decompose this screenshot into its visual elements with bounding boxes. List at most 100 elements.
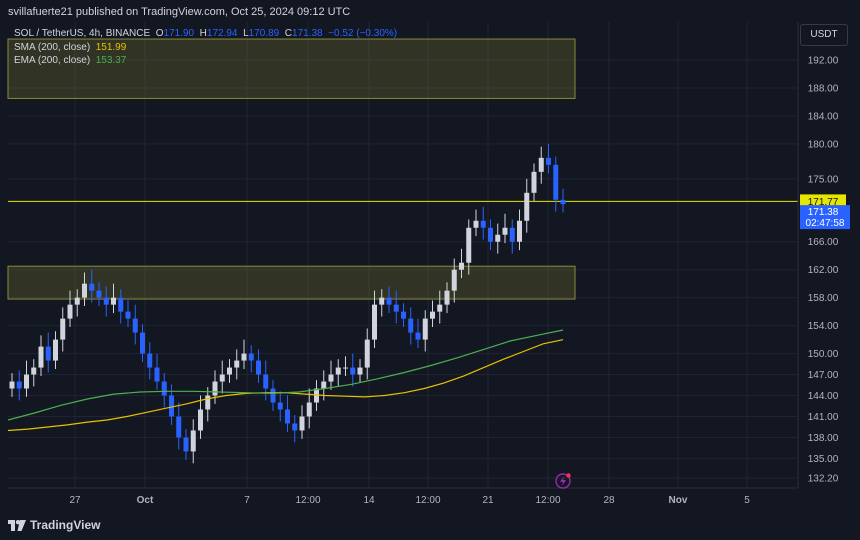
y-tick-5: 166.00 — [808, 237, 839, 248]
y-tick-0: 192.00 — [808, 56, 839, 67]
candle-body-30 — [227, 367, 232, 375]
candle-body-25 — [190, 430, 196, 452]
candle-body-56 — [415, 332, 421, 340]
candle-body-73 — [538, 157, 544, 172]
candle-body-55 — [408, 318, 414, 333]
symbol-label: SOL / TetherUS, 4h, BINANCE — [14, 28, 151, 39]
y-tick-7: 158.00 — [808, 293, 839, 304]
candle-body-10 — [82, 283, 87, 298]
tradingview-logo: TradingView — [8, 518, 100, 532]
tradingview-logo-icon — [8, 519, 26, 531]
candle-body-49 — [364, 339, 370, 368]
lightning-icon[interactable] — [555, 473, 571, 489]
candle-body-9 — [74, 297, 80, 305]
candle-body-38 — [285, 409, 290, 424]
candle-body-68 — [502, 227, 508, 235]
candle-body-40 — [299, 416, 305, 431]
candle-body-59 — [437, 304, 443, 312]
candle-body-54 — [401, 311, 406, 319]
high-value: 172.94 — [206, 28, 238, 39]
candle-body-16 — [125, 311, 131, 319]
close-value: 171.38 — [292, 28, 323, 39]
y-tick-10: 147.00 — [808, 370, 839, 381]
y-tick-15: 132.20 — [808, 474, 839, 485]
y-tick-11: 144.00 — [808, 391, 839, 402]
candle-body-7 — [60, 318, 66, 340]
change-value: −0.52 (−0.30%) — [328, 28, 398, 39]
ohlc-legend: SOL / TetherUS, 4h, BINANCE O171.90 H172… — [14, 28, 397, 39]
candle-body-32 — [241, 353, 247, 361]
x-tick-1: Oct — [137, 495, 154, 506]
candle-body-51 — [379, 297, 385, 305]
x-tick-6: 21 — [482, 495, 494, 506]
close-label: C — [284, 28, 293, 39]
candle-body-23 — [176, 416, 182, 438]
candle-body-15 — [118, 297, 124, 312]
x-tick-8: 28 — [603, 495, 615, 506]
candle-body-2 — [24, 374, 29, 389]
candle-body-11 — [89, 283, 95, 291]
x-tick-7: 12:00 — [535, 495, 560, 506]
candle-body-45 — [335, 367, 341, 375]
candle-body-36 — [270, 388, 276, 403]
candle-body-26 — [198, 409, 203, 431]
open-value: 171.90 — [163, 28, 195, 39]
ema-legend[interactable]: EMA (200, close) 153.37 — [14, 55, 126, 66]
currency-button[interactable]: USDT — [800, 24, 848, 46]
candle-body-48 — [357, 367, 363, 375]
sma-legend[interactable]: SMA (200, close) 151.99 — [14, 42, 126, 53]
low-value: 170.89 — [248, 28, 280, 39]
candle-body-6 — [53, 339, 58, 361]
candle-body-19 — [147, 353, 153, 368]
last-price-tag — [800, 205, 850, 230]
y-tick-14: 135.00 — [808, 454, 839, 465]
candle-body-0 — [9, 381, 15, 389]
candle-body-8 — [67, 304, 73, 319]
x-tick-2: 7 — [244, 495, 250, 506]
x-tick-3: 12:00 — [295, 495, 320, 506]
candle-body-12 — [96, 290, 102, 298]
candle-body-13 — [103, 297, 109, 305]
candle-body-20 — [154, 367, 160, 382]
candle-body-31 — [234, 360, 240, 368]
brand-name: TradingView — [30, 518, 101, 532]
candle-body-43 — [321, 381, 327, 389]
sma-label: SMA (200, close) — [14, 42, 91, 53]
candle-body-64 — [473, 220, 479, 228]
candle-body-24 — [183, 437, 189, 452]
candle-body-46 — [343, 367, 348, 369]
candle-body-61 — [451, 269, 457, 291]
candle-body-69 — [509, 227, 515, 242]
y-tick-9: 150.00 — [808, 349, 839, 360]
open-label: O — [155, 28, 164, 39]
candle-body-28 — [212, 381, 218, 396]
last-price-text: 171.38 — [808, 207, 839, 218]
candle-body-60 — [444, 290, 450, 305]
candle-body-76 — [560, 199, 566, 205]
candle-body-50 — [372, 304, 377, 340]
candle-body-74 — [546, 157, 551, 165]
candle-body-3 — [31, 367, 37, 375]
candle-body-17 — [132, 318, 138, 333]
candle-body-41 — [306, 402, 312, 417]
y-tick-1: 188.00 — [808, 83, 839, 94]
candle-body-33 — [248, 353, 254, 361]
candle-body-29 — [219, 374, 225, 382]
candle-body-21 — [161, 381, 167, 396]
countdown-text: 02:47:58 — [806, 218, 845, 229]
y-tick-2: 184.00 — [808, 111, 839, 122]
candle-body-70 — [517, 220, 522, 242]
x-tick-5: 12:00 — [415, 495, 440, 506]
y-tick-8: 154.00 — [808, 321, 839, 332]
y-tick-3: 180.00 — [808, 139, 839, 150]
candle-body-75 — [553, 164, 559, 200]
candle-body-44 — [328, 374, 334, 382]
x-tick-9: Nov — [669, 495, 688, 506]
candle-body-27 — [205, 395, 211, 410]
candle-body-62 — [459, 262, 464, 270]
candle-body-4 — [38, 346, 44, 368]
sma-value: 151.99 — [95, 42, 127, 53]
candle-body-47 — [350, 367, 356, 375]
candle-body-67 — [495, 234, 501, 242]
